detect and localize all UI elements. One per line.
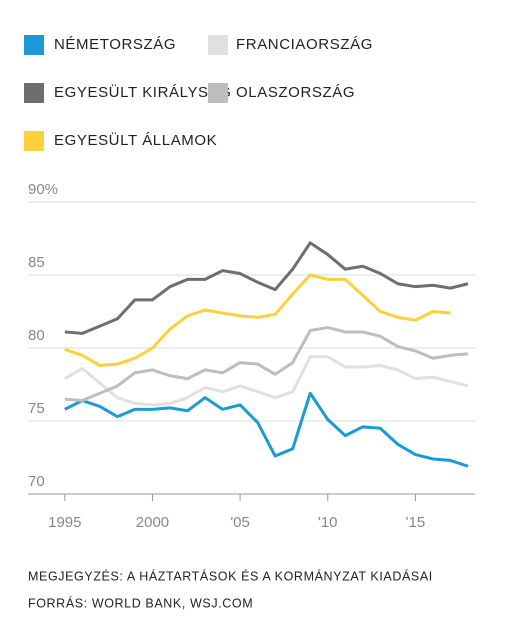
series-line [64,355,469,407]
note: MEGJEGYZÉS: A HÁZTARTÁSOK ÉS A KORMÁNYZA… [28,568,433,583]
legend-swatch [208,35,228,55]
x-tick-label: 2000 [136,514,169,531]
series-line [64,241,469,335]
y-tick-label: 90% [28,181,58,198]
x-tick-label: '05 [230,514,250,531]
y-tick-label: 85 [28,254,45,271]
legend-swatch [24,131,44,151]
x-tick-label: '15 [406,514,426,531]
series-line [64,391,469,468]
y-tick-label: 80 [28,327,45,344]
x-tick-label: '10 [318,514,338,531]
source: FORRÁS: WORLD BANK, WSJ.COM [28,595,253,610]
legend-label: NÉMETORSZÁG [54,36,176,53]
legend-label: FRANCIAORSZÁG [236,36,373,53]
legend-label: EGYESÜLT KIRÁLYSÁG [54,83,232,101]
y-tick-label: 75 [28,400,45,417]
legend-swatch [24,35,44,55]
legend-swatch [24,83,44,103]
y-tick-label: 70 [28,473,45,490]
series-line [64,273,451,368]
series-line [64,326,469,403]
legend-label: EGYESÜLT ÁLLAMOK [54,131,217,149]
legend-label: OLASZORSZÁG [236,84,355,101]
x-tick-label: 1995 [48,514,81,531]
legend-swatch [208,83,228,103]
